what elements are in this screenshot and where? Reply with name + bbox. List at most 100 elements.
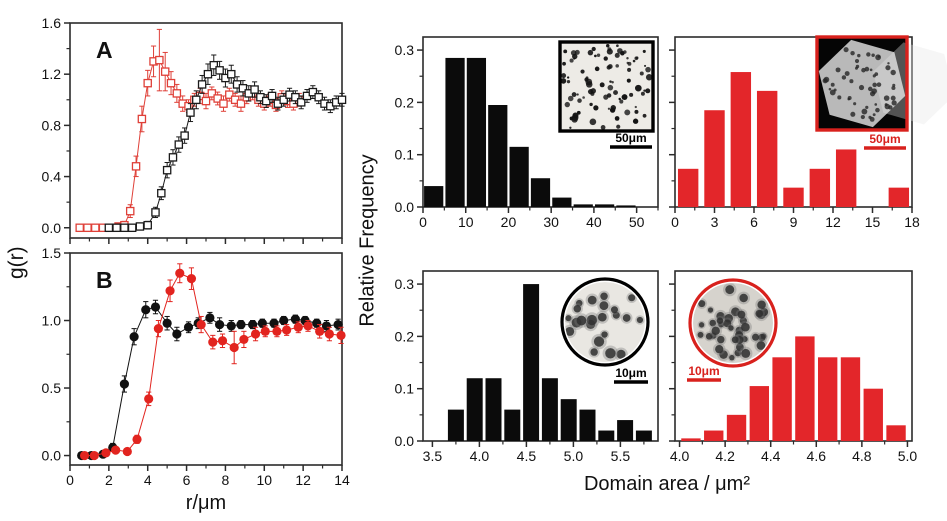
histogram-bar — [772, 357, 792, 441]
data-point — [296, 98, 306, 107]
data-point — [205, 313, 215, 323]
histogram-bar — [817, 357, 838, 441]
data-point — [186, 108, 195, 117]
tick-label: 0.0 — [42, 448, 62, 464]
data-point — [162, 165, 172, 175]
data-point — [261, 96, 271, 106]
data-point — [153, 324, 163, 334]
tick-label: 40 — [586, 214, 602, 230]
data-point — [157, 188, 166, 198]
data-point — [291, 92, 300, 102]
data-point — [196, 319, 206, 330]
data-point — [236, 319, 246, 330]
data-point — [111, 445, 121, 455]
inset-border — [560, 277, 650, 367]
data-point — [260, 326, 270, 336]
data-point — [143, 78, 152, 88]
histogram-bar — [560, 399, 577, 441]
tick-label: 10 — [256, 472, 272, 488]
tick-label: 0.1 — [395, 147, 415, 163]
data-point — [155, 55, 164, 65]
histogram-bar — [466, 378, 483, 441]
plot-frame — [422, 270, 659, 442]
series-black-open-squares — [104, 54, 347, 233]
data-point — [239, 334, 249, 345]
data-point — [141, 305, 151, 315]
histogram-bar — [616, 205, 636, 207]
data-point — [324, 329, 334, 339]
tick-label: 0 — [419, 214, 427, 230]
tick-label: 3 — [711, 214, 719, 230]
data-point — [144, 394, 154, 404]
inset-micrograph-dots-on-light: 50μm — [558, 40, 655, 149]
data-point — [127, 223, 137, 233]
tick-label: 0.4 — [42, 169, 62, 185]
histogram-bar — [886, 425, 906, 441]
tick-label: 8 — [222, 472, 230, 488]
data-point — [279, 95, 288, 105]
data-point — [227, 69, 236, 79]
tick-label: 12 — [825, 214, 841, 230]
inset-border — [815, 35, 909, 132]
data-point — [143, 220, 152, 230]
hist_top_right: 0 3 6 9 12 15 18 50μm — [669, 35, 947, 230]
data-point — [150, 302, 161, 312]
data-point — [132, 434, 142, 444]
histogram-bar — [617, 420, 634, 441]
data-point — [151, 208, 160, 217]
data-point — [282, 325, 292, 335]
data-point — [125, 206, 135, 216]
data-point — [321, 321, 332, 331]
tick-label: 5.0 — [564, 448, 584, 464]
data-point — [215, 66, 224, 75]
tick-label: 6 — [750, 214, 758, 230]
histogram-bar — [504, 409, 521, 441]
data-point — [217, 336, 228, 346]
histogram-bar — [552, 197, 572, 207]
histogram-bar — [635, 430, 652, 441]
histogram-bar — [466, 57, 487, 207]
scalebar-label: 50μm — [869, 132, 900, 146]
histogram-bar — [485, 378, 502, 441]
tick-label: 0.0 — [42, 220, 62, 236]
histogram-bar — [730, 72, 752, 208]
histogram-bar — [795, 336, 815, 441]
histogram-bar — [447, 409, 464, 441]
histogram-bar — [783, 187, 804, 207]
data-point — [315, 326, 325, 336]
histogram-bar — [573, 204, 593, 207]
data-point — [122, 446, 132, 457]
histogram-bar — [749, 386, 770, 441]
tick-label: 1.0 — [42, 313, 62, 329]
series-black-filled-circles — [77, 299, 343, 461]
data-point — [180, 131, 189, 140]
tick-label: 20 — [501, 214, 517, 230]
tick-label: 0.0 — [395, 433, 415, 449]
tick-label: 50 — [629, 214, 645, 230]
tick-label: 0 — [66, 472, 74, 488]
data-point — [160, 67, 170, 76]
histogram-bar — [424, 186, 444, 207]
tick-label: 0.3 — [395, 276, 415, 292]
data-point — [119, 379, 129, 389]
data-point — [172, 89, 182, 98]
data-point — [104, 223, 114, 233]
data-point — [83, 223, 92, 233]
tick-label: 0.1 — [395, 381, 415, 397]
data-point — [175, 268, 185, 278]
data-point — [129, 332, 139, 342]
tick-label: 4 — [144, 472, 152, 488]
data-point — [209, 60, 219, 70]
data-point — [75, 223, 84, 233]
tick-label: 30 — [543, 214, 559, 230]
tick-label: 12 — [295, 472, 311, 488]
scalebar-label: 50μm — [615, 131, 646, 145]
histogram-bar — [523, 284, 540, 441]
data-point — [137, 114, 147, 124]
histogram-bar — [530, 178, 551, 207]
data-point — [293, 322, 303, 332]
data-point — [219, 99, 228, 108]
tick-label: 0.3 — [395, 42, 415, 58]
data-point — [225, 90, 234, 99]
tick-label: 3.5 — [423, 448, 443, 464]
